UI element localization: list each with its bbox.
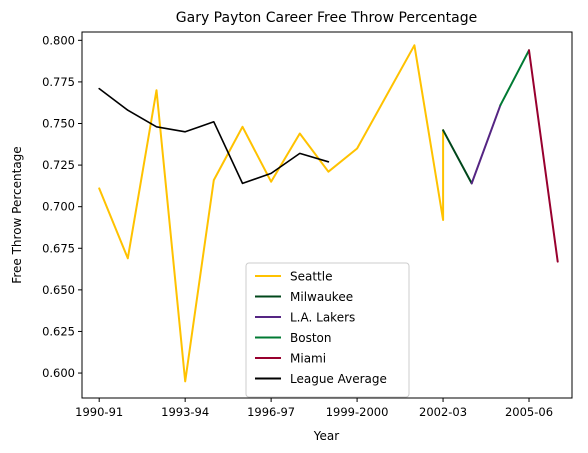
y-tick-label: 0.625 — [42, 324, 75, 338]
x-tick-label: 1999-2000 — [326, 405, 389, 419]
legend: Seattle Milwaukee L.A. Lakers Boston Miami Le… — [245, 262, 410, 398]
legend-label: League Average — [290, 372, 387, 386]
x-tick-label: 1990-91 — [75, 405, 123, 419]
plot-frame — [81, 31, 573, 399]
series-line-seattle — [98, 44, 445, 383]
series-line-boston — [499, 49, 530, 107]
legend-label: Boston — [290, 331, 331, 345]
x-tick-label: 2005-06 — [505, 405, 553, 419]
series-line-milwaukee — [442, 129, 473, 185]
series-line-l-a-lakers — [470, 104, 502, 185]
y-axis: 0.600 0.625 0.650 0.675 0.700 0.725 0.750 0.775… — [42, 33, 82, 380]
y-tick-label: 0.600 — [42, 366, 75, 380]
y-tick-label: 0.725 — [42, 158, 75, 172]
legend-label: Seattle — [290, 270, 332, 284]
series-line-miami — [528, 49, 559, 263]
x-tick-label: 1996-97 — [247, 405, 295, 419]
y-tick-label: 0.675 — [42, 241, 75, 255]
x-axis: 1990-91 1993-94 1996-97 1999-2000 2002-03 200… — [75, 398, 553, 419]
y-tick-label: 0.750 — [42, 117, 75, 131]
legend-label: Miami — [290, 352, 326, 366]
plot-area — [81, 31, 573, 399]
y-tick-label: 0.650 — [42, 283, 75, 297]
y-tick-label: 0.800 — [42, 33, 75, 47]
y-tick-label: 0.700 — [42, 200, 75, 214]
series-line-league-average — [98, 87, 330, 185]
legend-box — [245, 262, 410, 398]
y-axis-label: Free Throw Percentage — [10, 146, 24, 283]
y-tick-label: 0.775 — [42, 75, 75, 89]
legend-label: Milwaukee — [290, 290, 353, 304]
x-tick-label: 2002-03 — [419, 405, 467, 419]
x-axis-label: Year — [313, 429, 339, 443]
chart-title: Gary Payton Career Free Throw Percentage — [176, 10, 477, 26]
x-tick-label: 1993-94 — [161, 405, 209, 419]
legend-label: L.A. Lakers — [290, 311, 355, 325]
series-group — [98, 44, 559, 383]
